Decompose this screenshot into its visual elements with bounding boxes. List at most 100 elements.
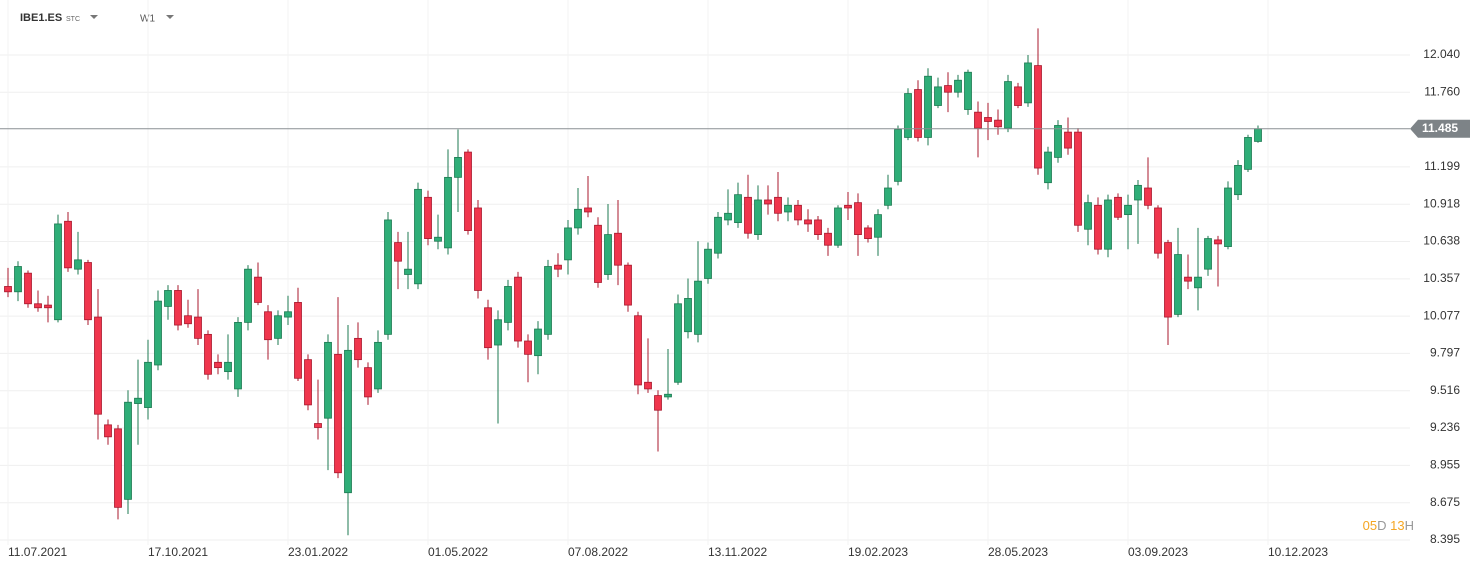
candle-body (594, 224, 602, 283)
candle-body (1184, 276, 1192, 282)
candle-body (604, 234, 612, 275)
candle-body (144, 361, 152, 408)
candle-body (574, 208, 582, 229)
candle-body (374, 341, 382, 390)
last-price-label: 11.485 (1422, 121, 1458, 135)
candle-body (294, 302, 302, 379)
candle-body (1154, 207, 1162, 254)
candle-body (954, 79, 962, 93)
candle-body (884, 187, 892, 206)
candle-body (1104, 199, 1112, 250)
candle-body (1224, 187, 1232, 247)
interval-dropdown[interactable] (166, 15, 174, 19)
candle-body (834, 207, 842, 246)
y-tick-label: 10.638 (1423, 234, 1460, 248)
y-tick-label: 11.199 (1424, 159, 1460, 173)
candle-body (174, 290, 182, 326)
symbol-dropdown[interactable] (90, 15, 98, 19)
candle-body (104, 424, 112, 438)
candle-body (674, 303, 682, 383)
candle-body (334, 353, 342, 474)
candle-body (754, 199, 762, 235)
candle-body (974, 111, 982, 129)
candle-body (414, 188, 422, 285)
candle-body (14, 266, 22, 293)
candle-body (924, 75, 932, 138)
candle-body (164, 290, 172, 307)
candle-body (1084, 202, 1092, 230)
candle-body (914, 89, 922, 138)
candle-body (1144, 187, 1152, 206)
x-tick-label: 28.05.2023 (988, 545, 1048, 559)
y-tick-label: 9.797 (1430, 346, 1460, 360)
candle-body (454, 157, 462, 178)
candle-body (1164, 242, 1172, 318)
candle-body (184, 315, 192, 325)
candle-body (1254, 128, 1262, 142)
candle-body (344, 349, 352, 494)
candle-body (894, 129, 902, 182)
y-tick-label: 9.516 (1430, 383, 1460, 397)
candle-body (424, 196, 432, 239)
candle-body (1214, 239, 1222, 245)
x-tick-label: 11.07.2021 (8, 545, 67, 559)
candle-body (694, 280, 702, 335)
candle-body (984, 117, 992, 122)
candle-body (554, 264, 562, 270)
candle-body (724, 212, 732, 221)
candle-body (844, 204, 852, 209)
candle-body (394, 242, 402, 262)
candle-body (744, 196, 752, 234)
candle-body (874, 214, 882, 238)
candle-body (324, 341, 332, 419)
candle-body (54, 223, 62, 321)
candle-body (624, 264, 632, 306)
candle-body (564, 227, 572, 261)
x-tick-label: 03.09.2023 (1128, 545, 1188, 559)
candle-body (154, 300, 162, 366)
y-tick-label: 10.357 (1423, 271, 1460, 285)
countdown-hours: 13 (1390, 518, 1404, 533)
candle-body (134, 397, 142, 404)
y-tick-label: 8.675 (1430, 495, 1460, 509)
candle-body (1174, 254, 1182, 315)
candle-body (584, 207, 592, 213)
candle-body (494, 319, 502, 346)
plot (4, 28, 1262, 536)
candle-body (94, 316, 102, 415)
candle-body (304, 359, 312, 406)
candle-body (444, 176, 452, 249)
candle-body (1244, 137, 1252, 170)
candle-body (634, 315, 642, 386)
symbol[interactable]: IBE1.ES (20, 12, 62, 24)
candle-body (774, 196, 782, 214)
candle-body (384, 219, 392, 335)
candle-body (244, 268, 252, 323)
y-tick-label: 9.236 (1430, 420, 1460, 434)
x-tick-label: 23.01.2022 (288, 545, 348, 559)
x-tick-label: 13.11.2022 (708, 545, 767, 559)
candle-body (504, 286, 512, 323)
candle-body (44, 304, 52, 309)
y-tick-label: 11.760 (1424, 84, 1460, 98)
candle-body (1004, 81, 1012, 129)
candle-body (514, 276, 522, 342)
candle-body (1044, 151, 1052, 184)
y-tick-label: 10.918 (1423, 196, 1460, 210)
candle-body (1034, 65, 1042, 169)
x-tick-label: 10.12.2023 (1268, 545, 1328, 559)
x-tick-label: 19.02.2023 (848, 545, 908, 559)
y-tick-label: 8.395 (1430, 532, 1460, 546)
candle-body (1114, 196, 1122, 218)
candle-body (354, 337, 362, 361)
candle-body (1094, 204, 1102, 250)
candle-body (64, 220, 72, 269)
candle-body (404, 268, 412, 275)
exchange: STC (66, 16, 80, 23)
candle-body (1204, 238, 1212, 270)
candle-body (864, 227, 872, 239)
candle-body (944, 85, 952, 93)
candle-body (364, 367, 372, 398)
candle-body (74, 259, 82, 270)
